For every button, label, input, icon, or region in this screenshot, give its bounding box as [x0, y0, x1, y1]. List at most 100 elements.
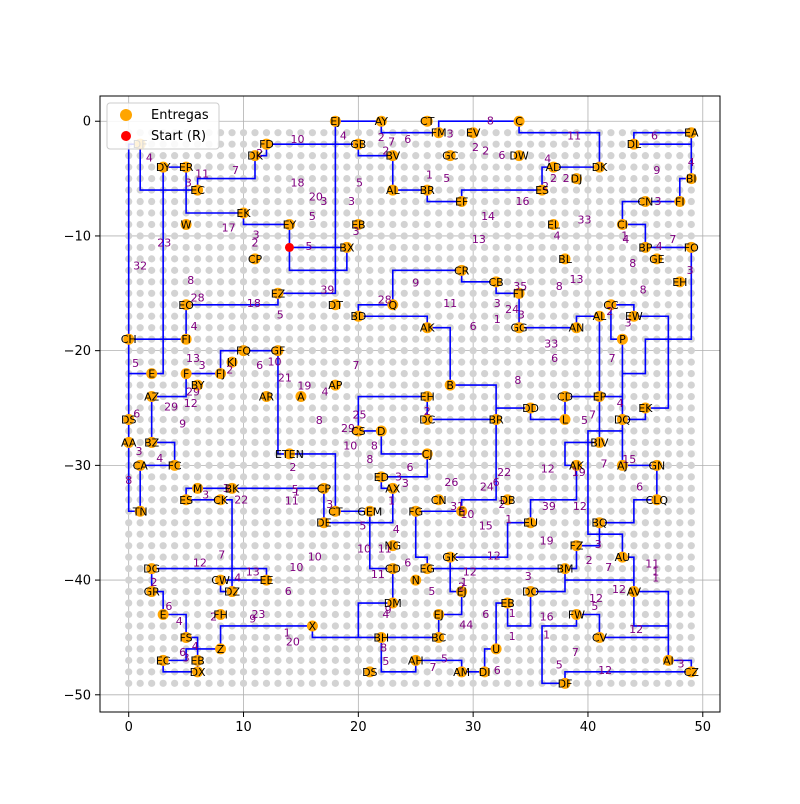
- background-point: [389, 140, 397, 148]
- segment-label: 4: [156, 452, 163, 465]
- segment-label: 13: [472, 233, 486, 246]
- background-point: [205, 633, 213, 642]
- background-point: [343, 461, 351, 469]
- background-point: [274, 312, 282, 320]
- segment-label: 5: [428, 585, 435, 598]
- delivery-point: [593, 436, 605, 448]
- background-point: [664, 152, 672, 160]
- background-point: [526, 209, 535, 217]
- segment-label: 8: [514, 374, 521, 387]
- background-point: [343, 542, 351, 550]
- background-point: [343, 163, 351, 171]
- start-point: [284, 242, 294, 252]
- delivery-label: DK: [592, 161, 608, 174]
- background-point: [423, 530, 431, 538]
- delivery-label: GG: [511, 322, 528, 335]
- background-point: [308, 163, 317, 171]
- background-point: [285, 324, 294, 332]
- background-point: [423, 243, 431, 252]
- background-point: [354, 576, 362, 584]
- background-point: [354, 335, 362, 343]
- background-point: [653, 553, 661, 561]
- background-point: [285, 335, 294, 343]
- background-point: [239, 243, 248, 252]
- background-point: [526, 140, 535, 148]
- background-point: [515, 381, 523, 389]
- background-point: [182, 450, 190, 458]
- background-point: [274, 473, 282, 481]
- background-point: [515, 450, 523, 458]
- background-point: [538, 140, 546, 148]
- background-point: [125, 633, 133, 642]
- background-point: [503, 679, 512, 687]
- background-point: [274, 243, 282, 252]
- background-point: [331, 427, 339, 435]
- delivery-label: EJ: [457, 586, 467, 599]
- segment-label: 4: [322, 385, 329, 398]
- background-point: [251, 404, 259, 412]
- background-point: [193, 507, 202, 515]
- delivery-point: [272, 345, 284, 357]
- background-point: [435, 484, 443, 492]
- background-point: [182, 553, 190, 561]
- background-point: [446, 450, 454, 458]
- background-point: [285, 427, 294, 435]
- background-point: [435, 255, 443, 263]
- segment-label: 5: [292, 483, 299, 496]
- x-tick-label: 30: [465, 720, 482, 735]
- background-point: [641, 324, 649, 332]
- background-point: [320, 381, 328, 389]
- background-point: [193, 163, 202, 171]
- background-point: [148, 473, 156, 481]
- background-point: [216, 473, 225, 481]
- background-point: [308, 129, 317, 137]
- background-point: [676, 473, 684, 481]
- background-point: [641, 645, 649, 653]
- background-point: [676, 209, 684, 217]
- background-point: [136, 565, 144, 573]
- background-point: [503, 324, 512, 332]
- delivery-point: [456, 196, 468, 208]
- background-point: [377, 209, 385, 217]
- background-point: [595, 174, 604, 183]
- background-point: [239, 381, 248, 389]
- background-point: [607, 278, 615, 286]
- segment-label: 4: [382, 608, 389, 621]
- segment-label: 11: [285, 494, 299, 507]
- background-point: [572, 289, 581, 297]
- background-point: [216, 553, 225, 561]
- y-tick-label: −50: [64, 688, 91, 703]
- background-point: [595, 461, 604, 469]
- delivery-point: [329, 299, 341, 311]
- delivery-label: BV: [385, 150, 400, 163]
- background-point: [538, 438, 546, 447]
- background-point: [538, 289, 546, 297]
- background-point: [148, 301, 156, 309]
- segment-label: 22: [497, 466, 511, 479]
- background-point: [239, 668, 248, 676]
- segment-label: 8: [380, 641, 387, 654]
- delivery-point: [570, 608, 582, 620]
- background-point: [630, 174, 638, 183]
- delivery-point: [249, 150, 261, 162]
- background-point: [205, 197, 213, 206]
- background-point: [377, 542, 385, 550]
- background-point: [308, 530, 317, 538]
- background-point: [653, 565, 661, 573]
- background-point: [400, 496, 408, 504]
- background-point: [492, 232, 500, 240]
- background-point: [435, 530, 443, 538]
- delivery-label: AR: [259, 391, 275, 404]
- background-point: [193, 232, 202, 240]
- background-point: [561, 278, 569, 286]
- delivery-point: [490, 276, 502, 288]
- background-point: [435, 220, 443, 229]
- delivery-label: FI: [181, 333, 191, 346]
- background-point: [641, 599, 649, 607]
- background-point: [653, 266, 661, 274]
- background-point: [572, 232, 581, 240]
- background-point: [148, 645, 156, 653]
- background-point: [148, 243, 156, 252]
- segment-label: 5: [591, 600, 598, 613]
- background-point: [653, 370, 661, 378]
